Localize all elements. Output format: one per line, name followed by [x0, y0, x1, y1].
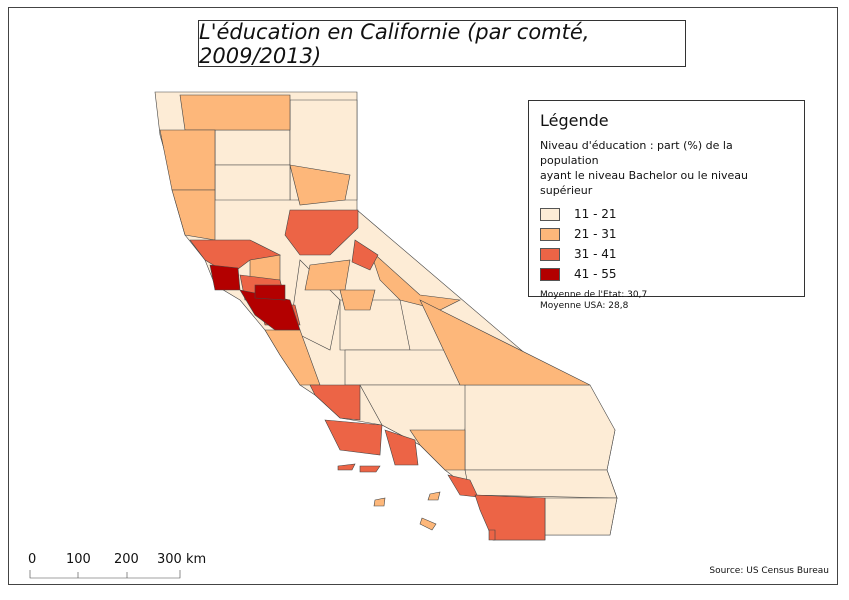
- county: [171, 189, 216, 241]
- county: [344, 349, 461, 386]
- scale-tick-label: 100: [66, 552, 91, 567]
- usa-mean: Moyenne USA: 28,8: [540, 301, 629, 311]
- county: [284, 209, 359, 256]
- county: [464, 469, 618, 499]
- legend-notes: Moyenne de l'Etat: 30,7 Moyenne USA: 28,…: [540, 290, 793, 312]
- legend-swatch: [540, 247, 560, 261]
- legend-item: 31 - 41: [540, 244, 793, 264]
- county: [324, 419, 383, 456]
- scale-tick-label: 0: [28, 552, 37, 567]
- island: [427, 491, 441, 501]
- island: [373, 497, 386, 507]
- county: [189, 239, 281, 276]
- legend-label: 11 - 21: [574, 207, 617, 221]
- source-credit: Source: US Census Bureau: [709, 566, 829, 576]
- legend-label: 41 - 55: [574, 267, 617, 281]
- scale-tick-label: 300 km: [157, 552, 207, 567]
- county: [214, 164, 291, 201]
- county: [209, 264, 241, 291]
- county: [214, 129, 291, 166]
- state-mean: Moyenne de l'Etat: 30,7: [540, 290, 648, 300]
- scale-bar-line: [29, 570, 181, 579]
- scale-bar: 0 100 200 300 km: [20, 552, 220, 582]
- county: [159, 129, 216, 191]
- island: [359, 465, 381, 473]
- county: [384, 429, 419, 466]
- legend-heading: Légende: [540, 111, 609, 130]
- county: [289, 164, 351, 206]
- county: [304, 259, 351, 291]
- county: [544, 497, 618, 536]
- map-frame: [8, 7, 838, 585]
- legend-swatch: [540, 227, 560, 241]
- legend-subtitle-line2: ayant le niveau Bachelor ou le niveau su…: [540, 169, 749, 197]
- legend-item: 11 - 21: [540, 204, 793, 224]
- legend: Légende Niveau d'éducation : part (%) de…: [528, 100, 805, 311]
- county: [464, 384, 616, 471]
- county: [474, 494, 546, 541]
- legend-swatch: [540, 267, 560, 281]
- legend-subtitle-line1: Niveau d'éducation : part (%) de la popu…: [540, 139, 733, 167]
- island: [419, 517, 437, 531]
- county: [309, 384, 361, 421]
- legend-subtitle: Niveau d'éducation : part (%) de la popu…: [540, 138, 793, 198]
- legend-label: 21 - 31: [574, 227, 617, 241]
- island: [488, 529, 496, 541]
- county: [419, 299, 591, 386]
- legend-swatch: [540, 207, 560, 221]
- map-title: L'éducation en Californie (par comté, 20…: [198, 20, 686, 68]
- county: [254, 284, 286, 301]
- county: [339, 289, 376, 311]
- legend-item: 41 - 55: [540, 264, 793, 284]
- county: [351, 239, 379, 271]
- legend-label: 31 - 41: [574, 247, 617, 261]
- county: [409, 429, 466, 471]
- county: [179, 94, 291, 131]
- scale-tick-label: 200: [114, 552, 139, 567]
- island: [337, 463, 356, 471]
- legend-item: 21 - 31: [540, 224, 793, 244]
